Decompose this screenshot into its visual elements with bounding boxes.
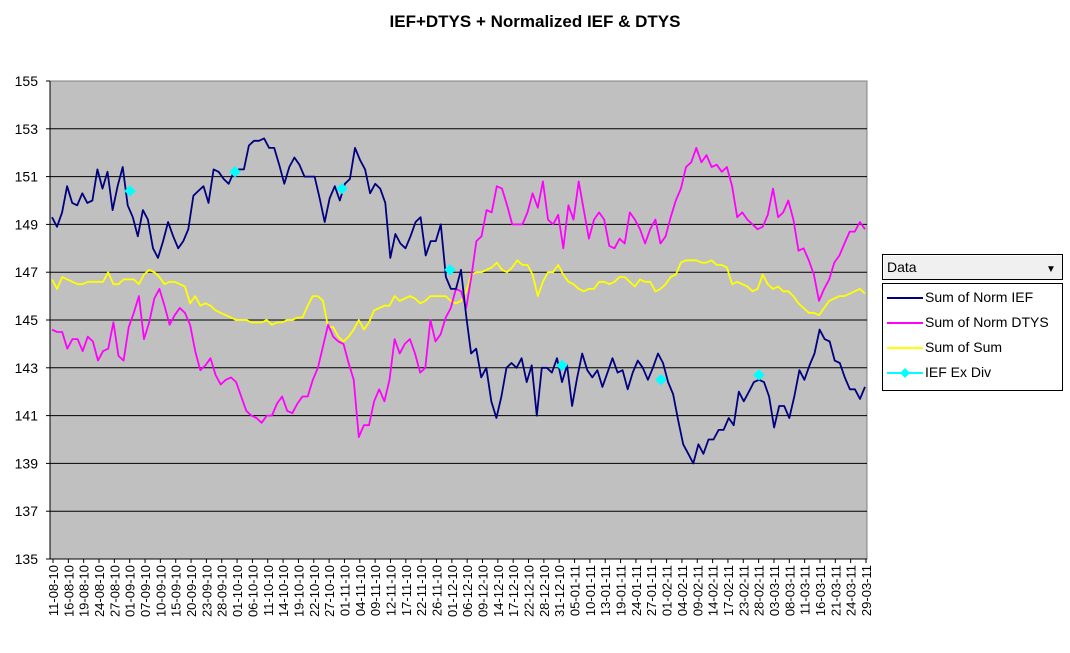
legend: Data ▼ Sum of Norm IEF Sum of Norm DTYS … [882, 254, 1063, 391]
y-tick-label: 145 [15, 312, 39, 328]
ex-div-marker [444, 264, 456, 276]
x-tick-label: 11-03-11 [798, 565, 813, 615]
x-tick-label: 01-02-11 [660, 565, 675, 616]
series-lines [51, 137, 866, 465]
y-tick-label: 151 [15, 169, 39, 185]
x-tick-label: 29-03-11 [859, 565, 874, 616]
x-tick-label: 09-12-10 [476, 565, 491, 617]
x-tick-label: 01-10-10 [230, 565, 245, 617]
legend-swatch-norm-ief [887, 297, 923, 299]
x-tick-label: 05-01-11 [568, 565, 583, 616]
x-tick-label: 27-01-11 [644, 565, 659, 616]
legend-label: Sum of Norm DTYS [925, 314, 1049, 330]
x-tick-label: 31-12-10 [552, 565, 567, 617]
x-tick-label: 17-12-10 [506, 565, 521, 617]
x-tick-label: 20-09-10 [184, 565, 199, 617]
x-axis-ticks: 11-08-10 16-08-10 19-08-10 24-08-10 27-08-10… [46, 559, 874, 617]
series-line-sum-of-norm-dtys [51, 146, 866, 439]
legend-swatch-sum [887, 347, 923, 349]
y-tick-label: 149 [15, 216, 39, 232]
legend-swatch-norm-dtys [887, 322, 923, 324]
legend-box: Sum of Norm IEF Sum of Norm DTYS Sum of … [882, 283, 1063, 391]
x-tick-label: 07-09-10 [138, 565, 153, 617]
x-tick-label: 23-09-10 [199, 565, 214, 617]
x-tick-label: 03-03-11 [767, 565, 782, 616]
x-tick-label: 01-11-10 [337, 565, 352, 616]
ex-div-marker [229, 166, 241, 178]
x-tick-label: 15-09-10 [169, 565, 184, 617]
x-tick-label: 01-12-10 [445, 565, 460, 617]
x-tick-label: 13-01-11 [598, 565, 613, 616]
y-tick-label: 141 [15, 408, 39, 424]
grid-lines [50, 128, 867, 512]
y-tick-label: 139 [15, 455, 39, 471]
x-tick-label: 26-11-10 [429, 565, 444, 616]
legend-item-norm-dtys: Sum of Norm DTYS [883, 311, 1062, 336]
x-tick-label: 21-03-11 [828, 565, 843, 616]
ex-div-markers [124, 166, 765, 386]
x-tick-label: 10-09-10 [153, 565, 168, 617]
chart-title: IEF+DTYS + Normalized IEF & DTYS [389, 12, 681, 31]
y-tick-label: 153 [15, 121, 39, 137]
x-tick-label: 09-11-10 [368, 565, 383, 616]
x-tick-label: 04-11-10 [353, 565, 368, 616]
x-tick-label: 24-08-10 [92, 565, 107, 617]
x-tick-label: 11-10-10 [261, 565, 276, 616]
ex-div-marker [124, 185, 136, 197]
ex-div-marker [753, 369, 765, 381]
x-tick-label: 06-10-10 [245, 565, 260, 617]
legend-swatch-ex-div [887, 368, 923, 378]
y-tick-label: 155 [15, 73, 39, 89]
x-tick-label: 28-12-10 [537, 565, 552, 617]
ex-div-marker [556, 359, 568, 372]
x-tick-label: 14-12-10 [491, 565, 506, 617]
y-tick-label: 143 [15, 360, 39, 376]
x-tick-label: 10-01-11 [583, 565, 598, 616]
legend-item-norm-ief: Sum of Norm IEF [883, 286, 1062, 311]
x-tick-label: 16-03-11 [813, 565, 828, 616]
x-tick-label: 22-12-10 [522, 565, 537, 617]
legend-item-ex-div: IEF Ex Div [883, 361, 1062, 386]
x-tick-label: 22-10-10 [307, 565, 322, 617]
x-tick-label: 17-02-11 [721, 565, 736, 616]
x-tick-label: 12-11-10 [383, 565, 398, 616]
x-tick-label: 17-11-10 [399, 565, 414, 616]
legend-dropdown[interactable]: Data ▼ [882, 254, 1063, 280]
x-tick-label: 28-02-11 [752, 565, 767, 616]
y-tick-label: 137 [15, 503, 39, 519]
ex-div-marker [336, 182, 348, 195]
x-tick-label: 19-08-10 [77, 565, 92, 617]
x-tick-label: 27-08-10 [107, 565, 122, 617]
x-tick-label: 08-03-11 [782, 565, 797, 616]
x-tick-label: 19-10-10 [291, 565, 306, 617]
x-tick-label: 11-08-10 [46, 565, 61, 616]
legend-label: Sum of Norm IEF [925, 289, 1034, 305]
x-tick-label: 09-02-11 [690, 565, 705, 616]
y-tick-label: 147 [15, 264, 39, 280]
x-tick-label: 24-03-11 [844, 565, 859, 616]
x-tick-label: 19-01-11 [614, 565, 629, 616]
y-axis-ticks: 135 137 139 141 143 145 147 149 151 153 155 [15, 73, 867, 567]
ex-div-marker [655, 374, 667, 386]
legend-label: Sum of Sum [925, 339, 1003, 355]
chevron-down-icon[interactable]: ▼ [1046, 264, 1056, 275]
legend-item-sum: Sum of Sum [883, 336, 1062, 361]
x-tick-label: 01-09-10 [123, 565, 138, 617]
x-tick-label: 14-10-10 [276, 565, 291, 617]
x-tick-label: 14-02-11 [706, 565, 721, 616]
x-tick-label: 28-09-10 [215, 565, 230, 617]
x-tick-label: 22-11-10 [414, 565, 429, 616]
x-tick-label: 23-02-11 [736, 565, 751, 616]
legend-dropdown-label: Data [887, 259, 917, 275]
series-line-sum-of-norm-ief [51, 137, 866, 465]
legend-label: IEF Ex Div [925, 364, 992, 380]
x-tick-label: 04-02-11 [675, 565, 690, 616]
y-tick-label: 135 [15, 551, 39, 567]
x-tick-label: 27-10-10 [322, 565, 337, 617]
x-tick-label: 06-12-10 [460, 565, 475, 617]
series-line-sum-of-sum [51, 259, 866, 343]
x-tick-label: 24-01-11 [629, 565, 644, 616]
x-tick-label: 16-08-10 [61, 565, 76, 617]
